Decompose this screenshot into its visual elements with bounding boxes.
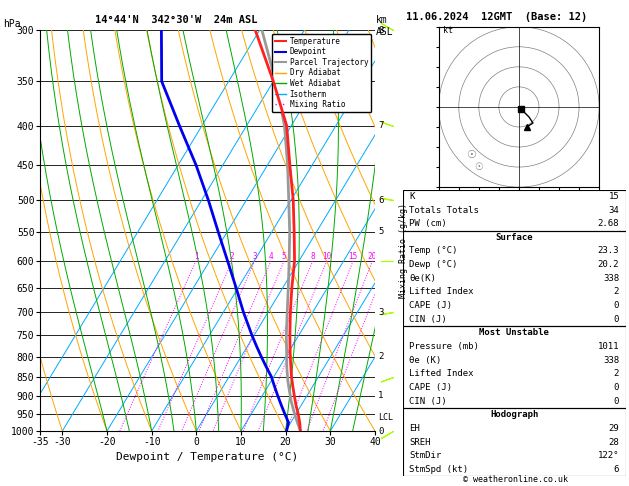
Text: PW (cm): PW (cm) [409, 219, 447, 228]
Text: 2: 2 [230, 252, 235, 261]
Text: ASL: ASL [376, 27, 394, 37]
Text: CAPE (J): CAPE (J) [409, 383, 452, 392]
Text: Mixing Ratio (g/kg): Mixing Ratio (g/kg) [399, 203, 408, 298]
Text: 8: 8 [311, 252, 315, 261]
Text: ☉: ☉ [466, 150, 476, 160]
Text: LCL: LCL [378, 413, 393, 422]
Text: hPa: hPa [3, 19, 21, 30]
Text: 20.2: 20.2 [598, 260, 619, 269]
Text: θe (K): θe (K) [409, 356, 442, 364]
Bar [403, 190, 626, 230]
Text: 28: 28 [608, 438, 619, 447]
Text: Dewp (°C): Dewp (°C) [409, 260, 458, 269]
Text: K: K [409, 192, 415, 201]
Text: 338: 338 [603, 356, 619, 364]
Text: 7: 7 [378, 122, 384, 130]
Text: Hodograph: Hodograph [490, 410, 538, 419]
Text: 3: 3 [252, 252, 257, 261]
Text: Pressure (mb): Pressure (mb) [409, 342, 479, 351]
Text: Totals Totals: Totals Totals [409, 206, 479, 214]
Text: 4: 4 [269, 252, 274, 261]
Text: 34: 34 [608, 206, 619, 214]
Text: SREH: SREH [409, 438, 431, 447]
Text: 1: 1 [194, 252, 198, 261]
Text: ☉: ☉ [474, 162, 483, 172]
Text: 10: 10 [322, 252, 331, 261]
Text: 0: 0 [378, 427, 384, 435]
Text: CAPE (J): CAPE (J) [409, 301, 452, 310]
Text: 29: 29 [608, 424, 619, 433]
Text: 8: 8 [378, 25, 384, 35]
Text: 23.3: 23.3 [598, 246, 619, 256]
Text: 0: 0 [614, 383, 619, 392]
Text: 15: 15 [348, 252, 358, 261]
Text: 6: 6 [614, 465, 619, 474]
Text: StmSpd (kt): StmSpd (kt) [409, 465, 469, 474]
Text: 5: 5 [378, 227, 384, 236]
Text: km: km [376, 15, 388, 25]
Text: CIN (J): CIN (J) [409, 315, 447, 324]
Text: 0: 0 [614, 397, 619, 406]
Text: 2: 2 [378, 352, 384, 361]
Text: 15: 15 [608, 192, 619, 201]
Bar [403, 326, 626, 408]
Legend: Temperature, Dewpoint, Parcel Trajectory, Dry Adiabat, Wet Adiabat, Isotherm, Mi: Temperature, Dewpoint, Parcel Trajectory… [272, 34, 371, 112]
Text: 20: 20 [368, 252, 377, 261]
Text: 0: 0 [614, 315, 619, 324]
Text: 1: 1 [378, 391, 384, 400]
X-axis label: Dewpoint / Temperature (°C): Dewpoint / Temperature (°C) [116, 452, 299, 462]
Text: Most Unstable: Most Unstable [479, 329, 549, 337]
Text: 2.68: 2.68 [598, 219, 619, 228]
Text: 5: 5 [282, 252, 286, 261]
Text: 25: 25 [383, 252, 392, 261]
Text: 6: 6 [378, 196, 384, 205]
Text: 2: 2 [614, 287, 619, 296]
Text: © weatheronline.co.uk: © weatheronline.co.uk [464, 474, 568, 484]
Text: 2: 2 [614, 369, 619, 379]
Text: Lifted Index: Lifted Index [409, 287, 474, 296]
Text: 11.06.2024  12GMT  (Base: 12): 11.06.2024 12GMT (Base: 12) [406, 12, 587, 22]
Text: kt: kt [443, 26, 453, 35]
Text: 14°44'N  342°30'W  24m ASL: 14°44'N 342°30'W 24m ASL [95, 15, 257, 25]
Text: 0: 0 [614, 301, 619, 310]
Text: Surface: Surface [496, 233, 533, 242]
Text: CIN (J): CIN (J) [409, 397, 447, 406]
Text: 122°: 122° [598, 451, 619, 460]
Text: Lifted Index: Lifted Index [409, 369, 474, 379]
Text: 338: 338 [603, 274, 619, 283]
Bar [403, 230, 626, 326]
Text: 3: 3 [378, 308, 384, 317]
Text: θe(K): θe(K) [409, 274, 436, 283]
Text: 1011: 1011 [598, 342, 619, 351]
Text: Temp (°C): Temp (°C) [409, 246, 458, 256]
Bar [403, 408, 626, 476]
Text: EH: EH [409, 424, 420, 433]
Text: StmDir: StmDir [409, 451, 442, 460]
